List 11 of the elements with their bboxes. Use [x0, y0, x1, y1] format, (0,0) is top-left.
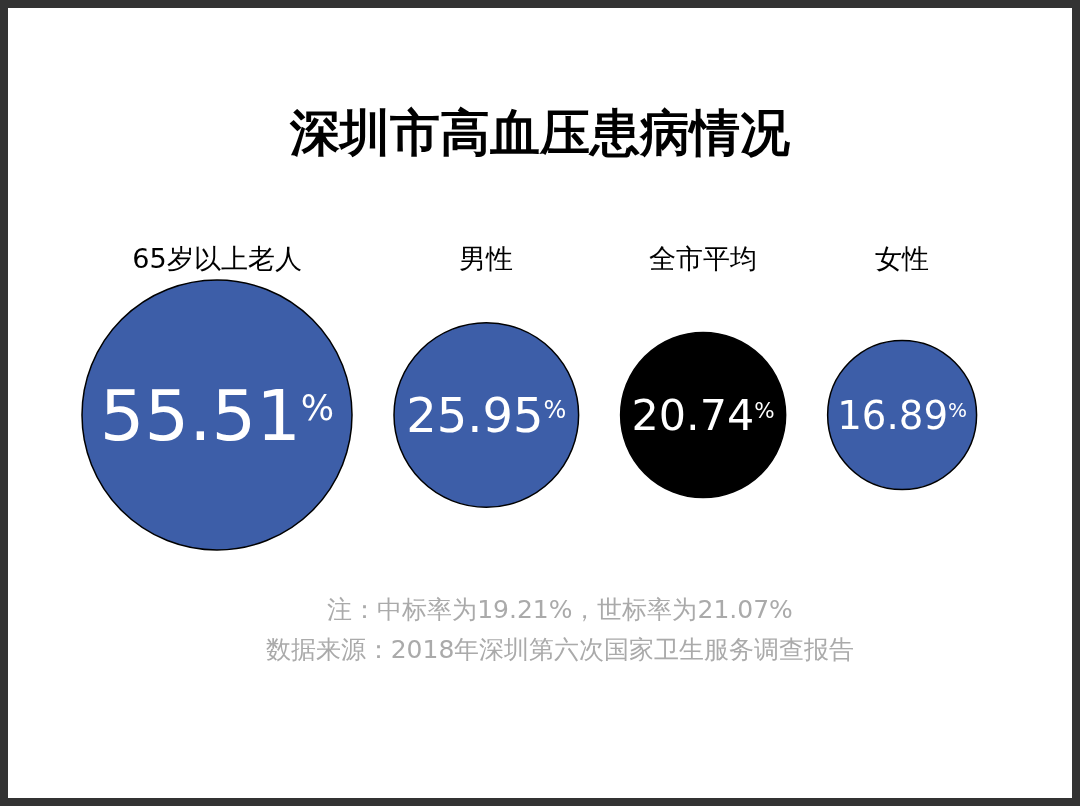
category-label: 男性	[459, 243, 514, 274]
category-label: 全市平均	[649, 243, 758, 274]
category-label: 65岁以上老人	[132, 243, 302, 274]
text: 注：中标率为19.21%，世标率为21.07%	[327, 595, 793, 624]
data-label: 20.74$^{%}$	[631, 390, 775, 441]
data-label: 25.95$^{%}$	[406, 387, 567, 444]
source-note: 数据来源：2018年深圳第六次国家卫生服务调查报告	[265, 635, 855, 664]
data-label: 16.89$^{%}$	[837, 392, 968, 438]
data-label: 55.51$^{%}$	[99, 375, 335, 458]
category-label: 女性	[875, 243, 930, 274]
text: 深圳市高血压患病情况	[289, 104, 790, 162]
